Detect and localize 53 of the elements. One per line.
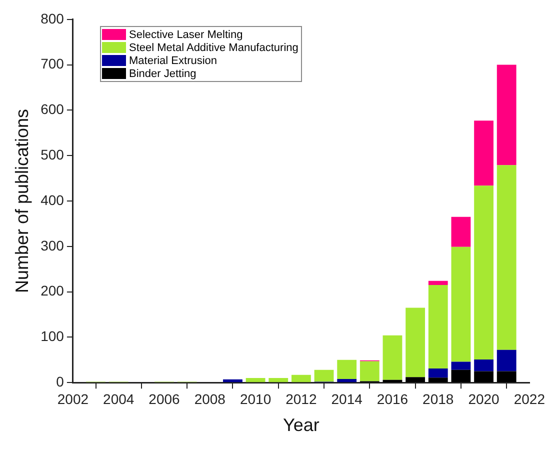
y-tick-label: 100 <box>40 328 64 344</box>
x-tick-label: 2002 <box>57 390 89 407</box>
bar <box>428 368 448 378</box>
y-tick-label: 0 <box>56 373 64 390</box>
bar <box>474 359 494 372</box>
bar <box>406 308 426 378</box>
bar <box>337 360 357 379</box>
bar <box>474 120 494 186</box>
bar <box>360 361 380 382</box>
bar <box>474 186 494 360</box>
bar <box>382 335 402 380</box>
bar <box>428 280 448 285</box>
x-tick-label: 2020 <box>468 390 500 407</box>
bar <box>314 370 334 382</box>
bar <box>496 165 516 350</box>
bar <box>474 371 494 382</box>
bar <box>451 362 471 370</box>
legend-label: Selective Laser Melting <box>129 28 243 40</box>
bar <box>451 216 471 247</box>
bar <box>496 64 516 166</box>
bar <box>451 246 471 362</box>
bar <box>451 370 471 382</box>
y-tick-label: 600 <box>40 101 64 118</box>
y-tick-label: 200 <box>40 282 64 299</box>
x-tick-label: 2010 <box>240 390 272 407</box>
bar <box>428 378 448 382</box>
bar <box>223 379 242 382</box>
x-tick-label: 2014 <box>331 390 363 407</box>
x-axis-title: Year <box>283 415 320 436</box>
y-tick-label: 400 <box>40 192 64 208</box>
x-tick-label: 2004 <box>103 390 134 407</box>
bar <box>291 374 311 382</box>
x-tick-label: 2016 <box>376 390 408 407</box>
y-axis-title: Number of publications <box>12 108 32 294</box>
bar <box>496 350 516 372</box>
x-tick-label: 2018 <box>422 390 454 407</box>
y-tick-label: 800 <box>40 10 64 26</box>
bar <box>496 371 516 382</box>
y-tick-label: 700 <box>40 56 64 72</box>
bar <box>268 378 288 382</box>
y-tick-label: 300 <box>40 237 64 254</box>
x-tick-label: 2006 <box>148 390 180 407</box>
y-tick-label: 500 <box>40 146 64 162</box>
x-tick-label: 2022 <box>514 390 546 407</box>
bar <box>246 378 266 382</box>
legend-label: Steel Metal Additive Manufacturing <box>129 42 298 54</box>
x-tick-label: 2008 <box>194 390 226 407</box>
legend-label: Material Extrusion <box>129 54 218 66</box>
bar <box>406 377 426 382</box>
bar <box>428 284 448 369</box>
legend-label: Binder Jetting <box>129 68 196 80</box>
x-tick-label: 2012 <box>286 390 317 407</box>
bar <box>337 378 357 382</box>
